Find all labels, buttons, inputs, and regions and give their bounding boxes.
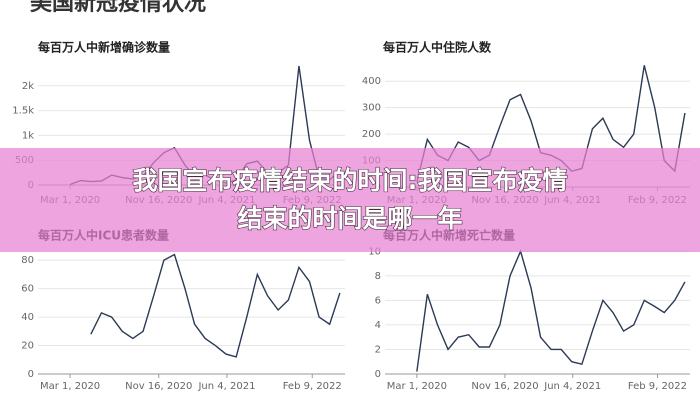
x-tick-label: Mar 1, 2020 <box>40 381 100 392</box>
x-tick-label: Feb 9, 2022 <box>283 381 342 392</box>
y-tick-label: 40 <box>21 312 34 323</box>
y-tick-label: 1k <box>22 130 34 141</box>
page-title: 美国新冠疫情状况 <box>30 0 206 16</box>
y-tick-label: 8 <box>375 271 381 282</box>
banner <box>0 148 700 252</box>
y-tick-label: 1.5k <box>12 106 34 117</box>
x-tick-label: Mar 1, 2020 <box>387 381 447 392</box>
y-tick-label: 2k <box>22 81 34 92</box>
y-tick-label: 400 <box>362 76 381 87</box>
y-tick-label: 0 <box>375 369 381 380</box>
y-tick-label: 6 <box>375 295 381 306</box>
x-tick-label: Feb 9, 2022 <box>628 381 687 392</box>
y-tick-label: 300 <box>362 103 381 114</box>
data-line <box>416 249 686 372</box>
banner-text: 结束的时间是哪一年 <box>237 204 462 233</box>
chart-title: 每百万人中住院人数 <box>383 40 492 55</box>
y-tick-label: 200 <box>362 129 381 140</box>
y-tick-label: 60 <box>21 284 34 295</box>
banner-text: 我国宣布疫情结束的时间:我国宣布疫情 <box>133 166 568 195</box>
y-tick-label: 4 <box>375 320 381 331</box>
y-tick-label: 80 <box>21 255 34 266</box>
x-tick-label: Nov 16, 2020 <box>471 381 538 392</box>
chart-title: 每百万人中新增确诊数量 <box>38 40 170 55</box>
data-line <box>90 253 341 358</box>
x-tick-label: Jun 4, 2021 <box>197 381 255 392</box>
y-tick-label: 2 <box>375 344 381 355</box>
y-tick-label: 20 <box>21 341 34 352</box>
x-tick-label: Nov 16, 2020 <box>125 381 192 392</box>
y-tick-label: 0 <box>28 369 34 380</box>
x-tick-label: Jun 4, 2021 <box>543 381 601 392</box>
